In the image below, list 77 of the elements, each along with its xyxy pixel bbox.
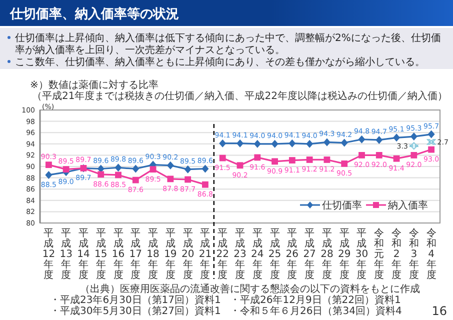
point xyxy=(45,170,52,179)
point xyxy=(219,154,226,162)
point xyxy=(236,162,244,169)
point xyxy=(98,171,104,178)
text: ・令和５年６月26日（第34回）資料4 xyxy=(230,305,402,317)
point xyxy=(132,164,140,173)
point xyxy=(62,166,70,173)
x-tick-label: 平成17年度 xyxy=(129,228,142,281)
point xyxy=(358,135,366,144)
x-tick-label: 平成28年度 xyxy=(320,228,334,281)
point xyxy=(184,176,192,183)
x-tick-label: 平成14年度 xyxy=(77,228,90,281)
x-tick-label: 平成12年度 xyxy=(42,228,56,281)
text: ※）数値は薬価に対する比率 xyxy=(30,79,158,91)
x-tick-label: 平成22年度 xyxy=(216,228,229,281)
text: 仕切価率は上昇傾向、納入価率は低下する傾向にあった中で、調整幅が2%になった後、仕切価率が納入価率を上回り、一次売差がマイナスとなっている。 xyxy=(15,32,441,56)
point xyxy=(184,165,192,174)
text: ・平成26年12月9日（第22回）資料1 xyxy=(230,294,401,306)
point xyxy=(114,164,122,172)
point xyxy=(166,161,174,170)
x-tick-label: 平成15年度 xyxy=(94,228,108,281)
point xyxy=(288,139,296,148)
x-tick-label: 平成20年度 xyxy=(181,228,194,281)
point xyxy=(219,139,226,148)
x-tick-label: 平成29年度 xyxy=(338,228,351,281)
point xyxy=(410,132,418,141)
point xyxy=(410,152,418,158)
point xyxy=(306,156,313,163)
point xyxy=(167,176,174,182)
text: ・平成30年5月30日（第27回）資料1 xyxy=(50,305,221,317)
chart-title: 仕切価率、納入価率等の状況 xyxy=(9,6,179,22)
x-tick-label: 平成23年度 xyxy=(234,228,246,281)
x-tick-label: 平成24年度 xyxy=(251,228,264,281)
x-tick-label: 令和4年度 xyxy=(426,227,436,281)
point xyxy=(393,134,400,142)
x-tick-label: 平成26年度 xyxy=(286,228,299,281)
point xyxy=(202,164,209,173)
text: 16 xyxy=(432,304,447,318)
x-tick-label: 平成19年度 xyxy=(164,228,177,281)
point xyxy=(376,152,382,158)
x-tick-label: 令和元年度 xyxy=(374,227,384,281)
text: （平成21年度までは税抜きの仕切価／納入価、平成22年度以降は税込みの仕切価／納入価） xyxy=(32,90,448,102)
point xyxy=(202,181,208,188)
point xyxy=(115,172,122,178)
x-tick-label: 平成27年度 xyxy=(303,228,316,281)
legend-label: 仕切価率 xyxy=(322,200,362,212)
point xyxy=(45,162,52,168)
point xyxy=(324,156,330,163)
point xyxy=(306,140,314,148)
point xyxy=(272,158,278,165)
point xyxy=(254,140,261,148)
x-tick-label: 平成25年度 xyxy=(268,228,282,281)
point xyxy=(323,138,330,146)
text: （出典）医療用医薬品の流通改善に関する懇談会の以下の資料をもとに作成 xyxy=(80,283,420,295)
point xyxy=(288,157,296,164)
point xyxy=(271,140,278,148)
x-tick-label: 平成13年度 xyxy=(60,228,72,281)
x-tick-label: 平成18年度 xyxy=(146,228,160,281)
point xyxy=(428,130,435,138)
point xyxy=(150,166,156,173)
point xyxy=(358,152,365,158)
point xyxy=(341,160,348,167)
x-tick-label: 令和2年度 xyxy=(392,227,402,281)
point xyxy=(376,136,383,144)
point xyxy=(254,154,261,161)
x-tick-label: 平成21年度 xyxy=(198,228,212,281)
x-tick-label: 平成16年度 xyxy=(112,228,125,281)
point xyxy=(236,139,244,148)
text: ここ数年、仕切価率、納入価率ともに上昇傾向にあり、その差も僅かながら縮小している。 xyxy=(15,56,425,68)
point xyxy=(393,155,400,162)
point xyxy=(428,146,435,153)
point xyxy=(132,176,139,184)
x-tick-label: 平成30年度 xyxy=(355,228,368,281)
text: ・平成23年6月30日（第17回）資料1 xyxy=(50,294,221,306)
x-tick-label: 令和3年度 xyxy=(408,227,419,281)
point xyxy=(340,138,348,147)
legend-label: 納入価率 xyxy=(388,200,428,212)
